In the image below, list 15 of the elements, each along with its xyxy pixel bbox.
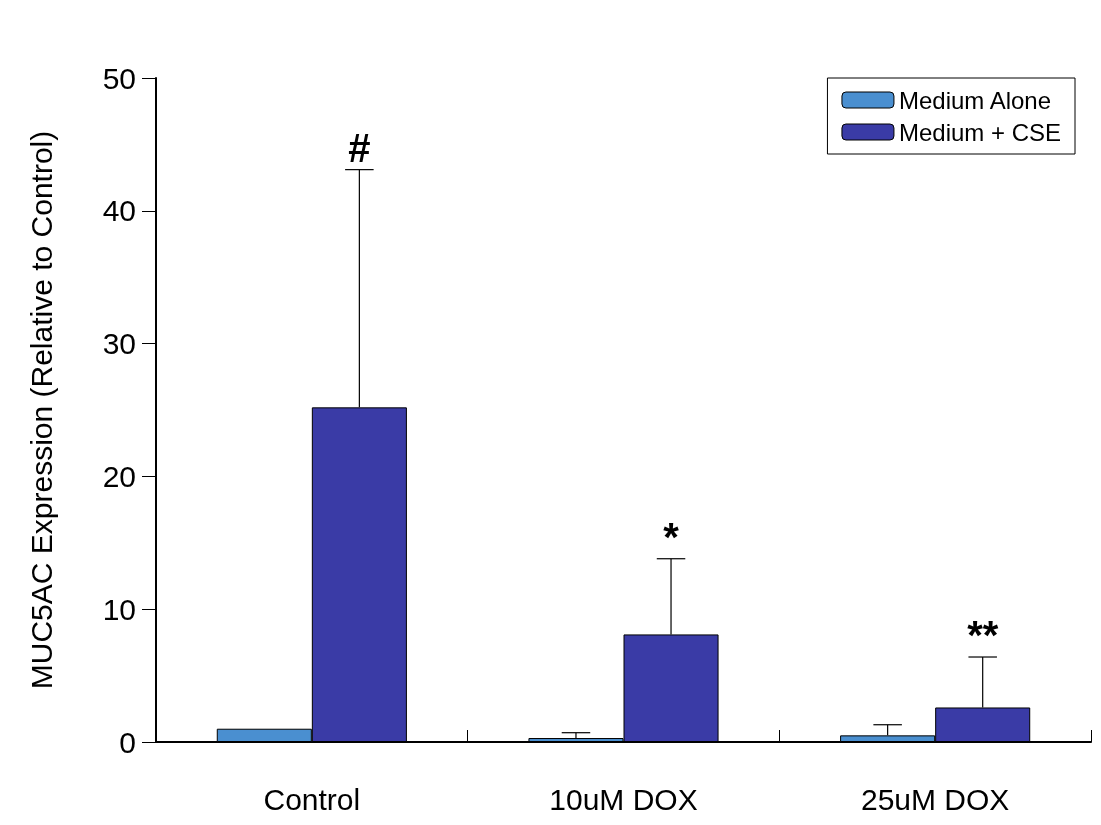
x-tick-label: 25uM DOX	[860, 782, 1010, 816]
y-tick-label: 40	[102, 194, 136, 228]
y-tick-label: 20	[102, 459, 136, 493]
annotation: *	[663, 514, 680, 559]
annotation: #	[348, 125, 371, 170]
legend-label: Medium + CSE	[898, 118, 1061, 146]
y-tick-label: 50	[102, 61, 136, 95]
y-tick-label: 10	[102, 592, 136, 626]
y-tick-label: 0	[119, 725, 136, 759]
x-tick-label: Control	[263, 782, 361, 816]
y-axis-title: MUC5AC Expression (Relative to Control)	[24, 130, 58, 690]
legend-label: Medium Alone	[898, 86, 1052, 114]
y-tick-label: 30	[102, 327, 136, 361]
x-tick-label: 10uM DOX	[549, 782, 698, 816]
annotation: **	[967, 613, 999, 658]
